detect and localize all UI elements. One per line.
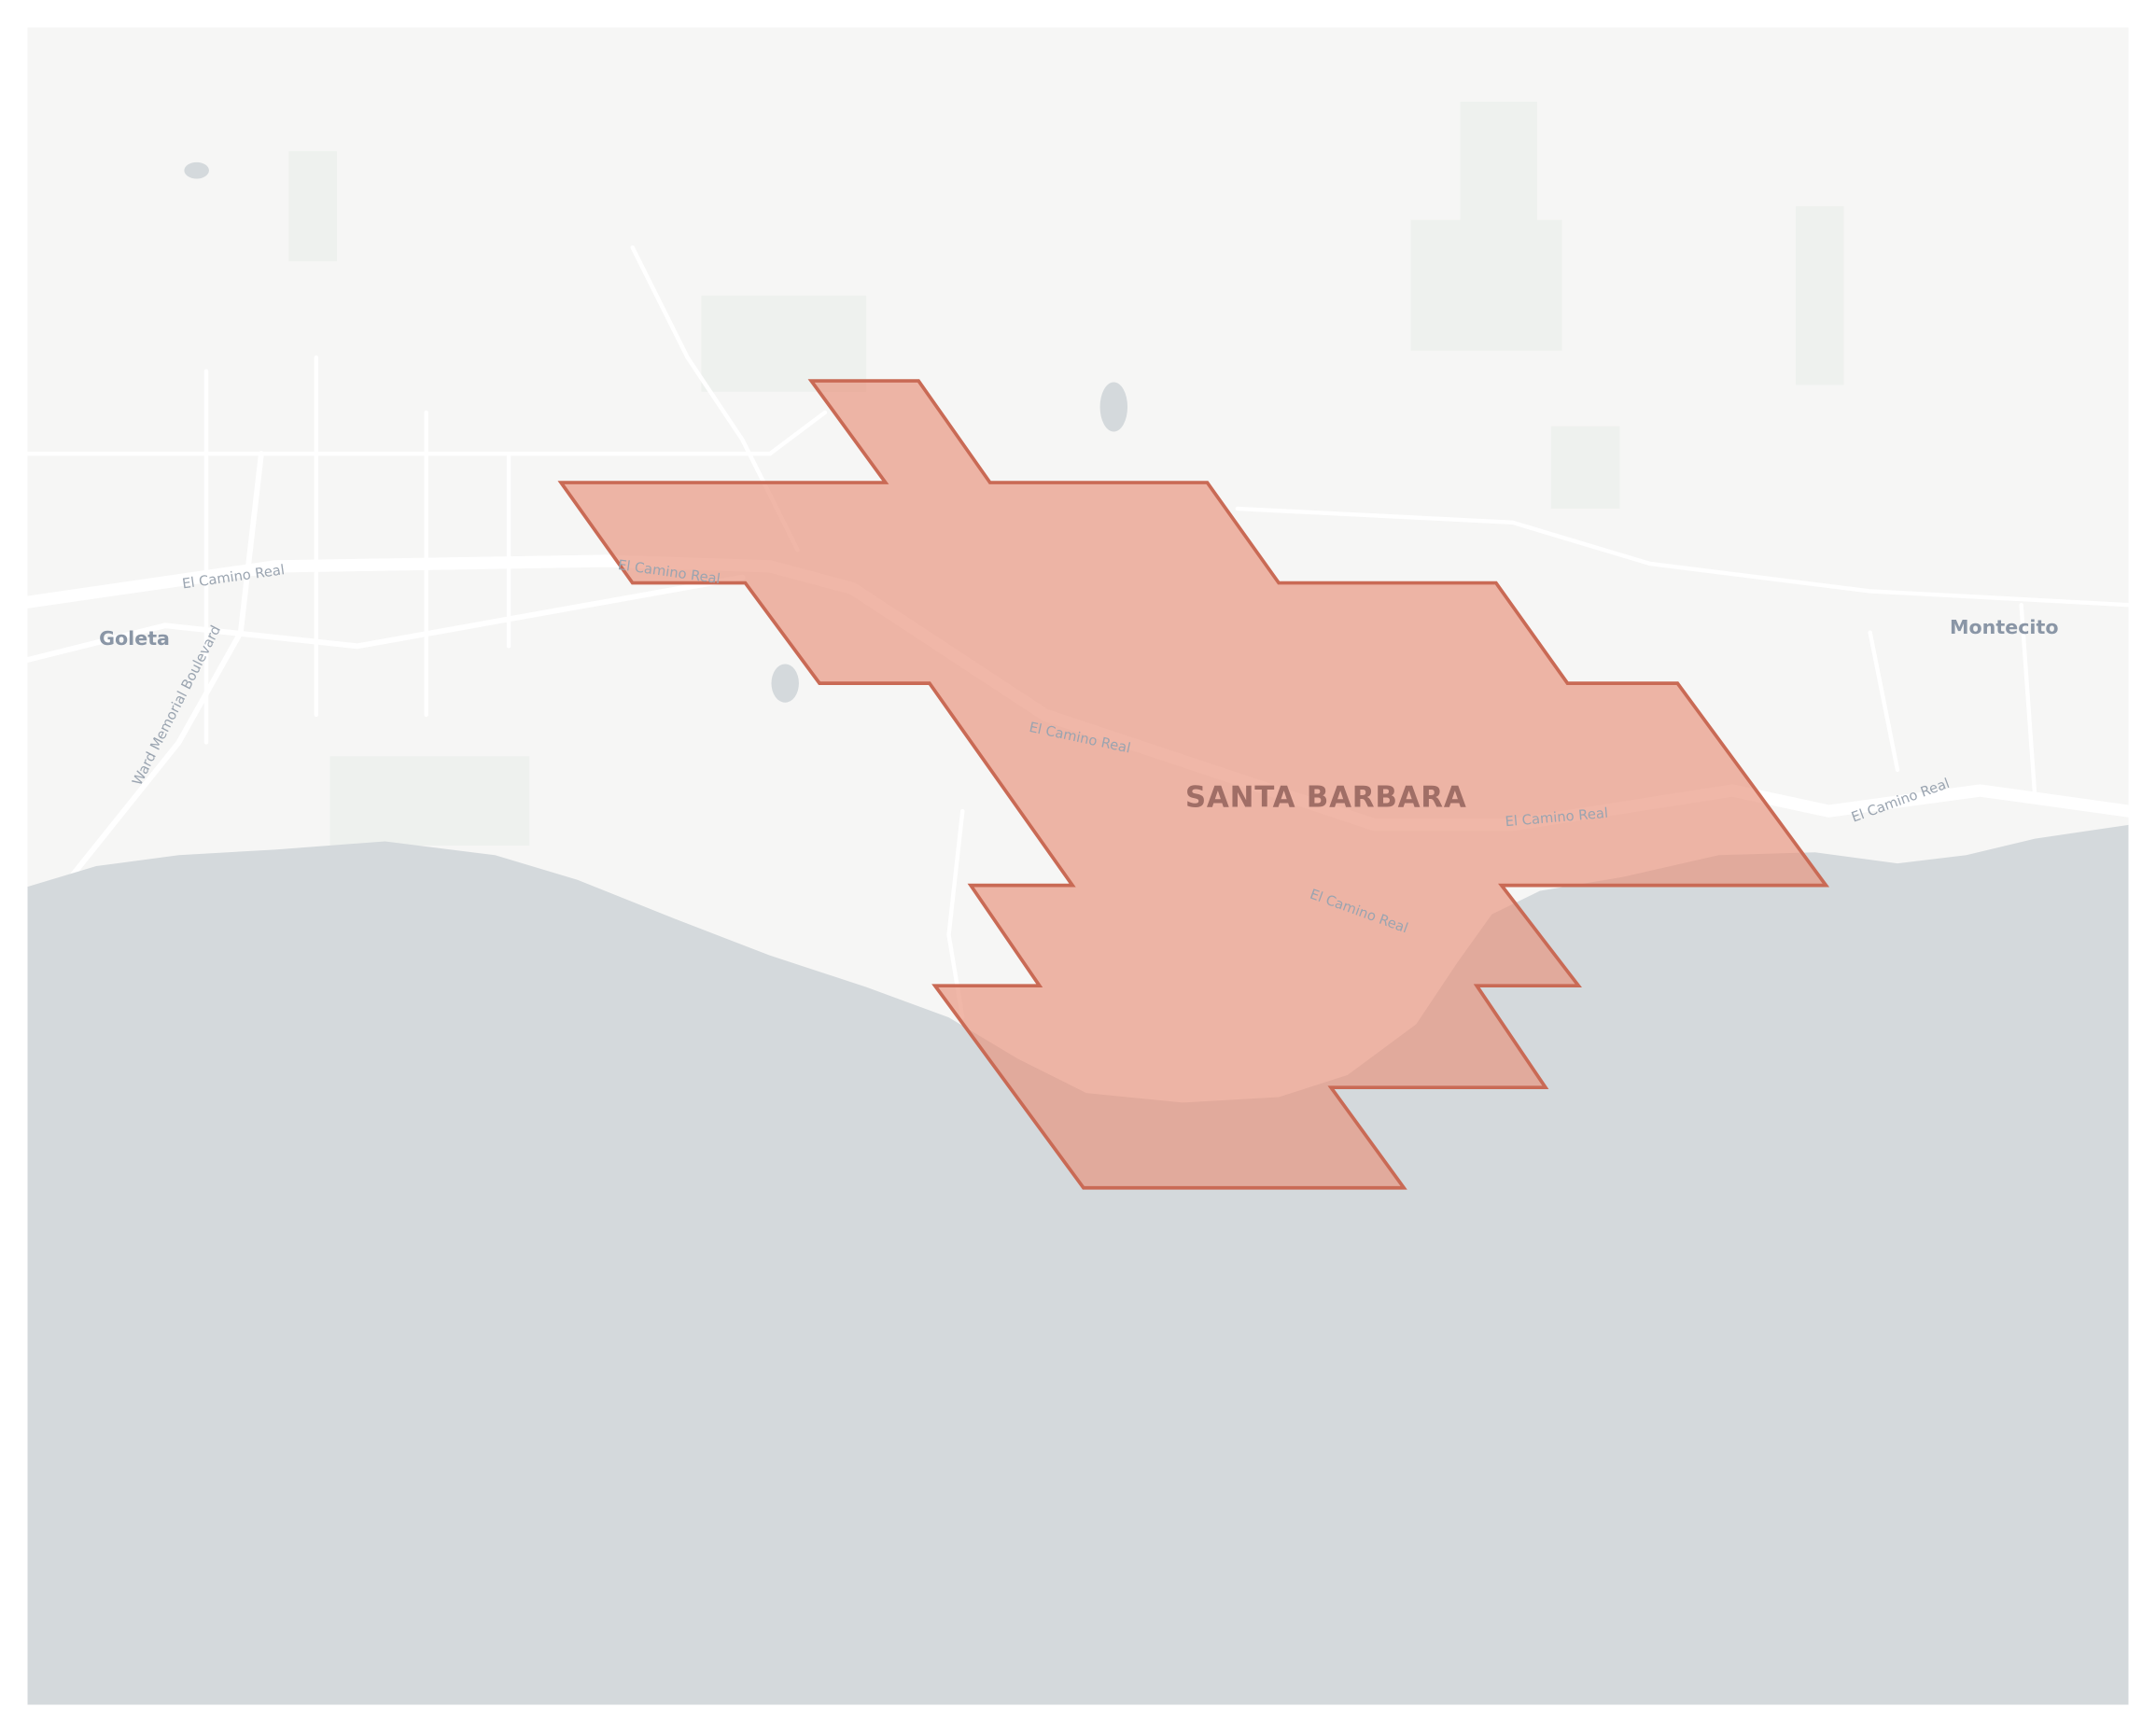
parks xyxy=(288,102,1844,846)
ocean xyxy=(27,824,2129,1705)
place-label-santa-barbara: SANTA BARBARA xyxy=(1185,781,1467,815)
place-label-goleta: Goleta xyxy=(99,627,170,650)
lakes xyxy=(184,161,1128,703)
place-label-montecito: Montecito xyxy=(1950,616,2058,638)
santa-barbara-region[interactable] xyxy=(557,379,1830,1190)
